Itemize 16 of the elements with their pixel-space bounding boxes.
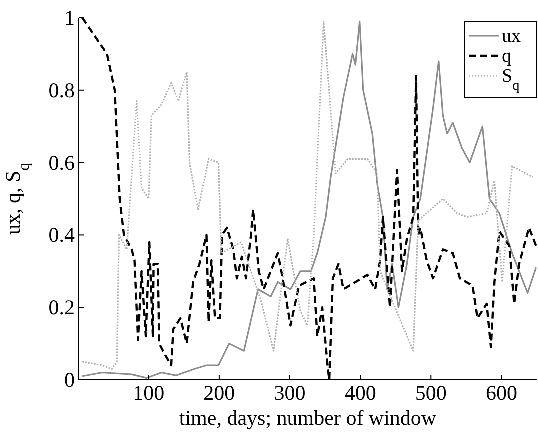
y-tick-label: 0.8 — [48, 78, 75, 102]
x-tick-label: 200 — [204, 381, 236, 405]
y-tick-label: 0.6 — [48, 150, 75, 175]
legend-label: q — [502, 46, 512, 67]
y-tick-label: 0.4 — [48, 223, 76, 248]
y-tick-label: 1 — [64, 6, 75, 30]
y-tick-label: 0.2 — [48, 296, 75, 320]
x-tick-label: 300 — [274, 381, 306, 405]
x-tick-label: 400 — [344, 381, 376, 405]
legend-label: S$_{q}$ — [502, 66, 520, 94]
x-axis-title: time, days; number of window — [179, 406, 438, 430]
x-tick-label: 600 — [486, 381, 518, 405]
x-tick-label: 100 — [133, 381, 165, 405]
y-tick-label: 0 — [64, 368, 75, 392]
x-tick-label: 500 — [415, 381, 447, 405]
legend-label: ux — [502, 26, 522, 47]
